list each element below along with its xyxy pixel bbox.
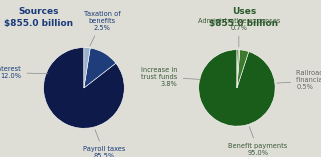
Wedge shape: [84, 48, 90, 88]
Text: Increase in
trust funds
3.8%: Increase in trust funds 3.8%: [141, 67, 201, 87]
Wedge shape: [44, 48, 124, 128]
Text: $855.0 billion: $855.0 billion: [209, 19, 279, 28]
Wedge shape: [84, 48, 116, 88]
Text: Taxation of
benefits
2.5%: Taxation of benefits 2.5%: [84, 11, 120, 46]
Text: $855.0 billion: $855.0 billion: [4, 19, 73, 28]
Text: Railroad Retirement
financial interchange
0.5%: Railroad Retirement financial interchang…: [277, 70, 321, 89]
Wedge shape: [237, 50, 240, 88]
Wedge shape: [237, 50, 249, 88]
Text: Benefit payments
95.0%: Benefit payments 95.0%: [228, 127, 288, 156]
Wedge shape: [237, 50, 238, 88]
Wedge shape: [199, 50, 275, 126]
Text: Sources: Sources: [18, 7, 59, 16]
Text: Interest
12.0%: Interest 12.0%: [0, 66, 48, 79]
Text: Payroll taxes
85.5%: Payroll taxes 85.5%: [83, 130, 125, 157]
Text: Administrative expenses
0.7%: Administrative expenses 0.7%: [198, 18, 280, 47]
Text: Uses: Uses: [232, 7, 256, 16]
